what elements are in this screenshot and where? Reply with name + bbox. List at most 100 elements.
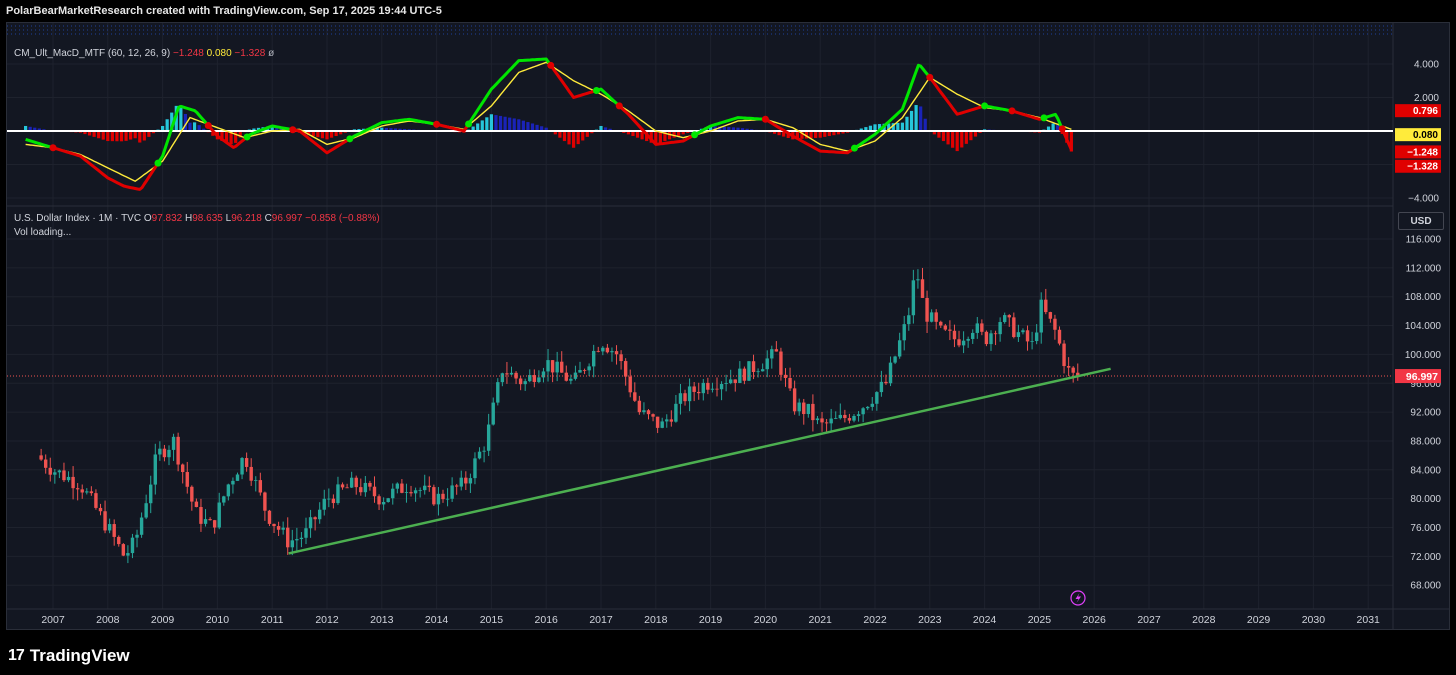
candle-body: [573, 372, 578, 379]
candle-body: [317, 509, 322, 520]
chart-pane[interactable]: 4.000 2.000 −4.000 0.796 0.080 −1.248 −1.328 11…: [6, 22, 1450, 630]
histogram-bar: [631, 131, 635, 137]
candle-body: [468, 478, 473, 484]
macd-value-badge: [1395, 104, 1441, 118]
candle-body: [966, 338, 970, 341]
histogram-bar: [361, 128, 366, 131]
candle-body: [48, 467, 52, 475]
candle-body: [377, 496, 381, 505]
histogram-bar: [494, 115, 498, 131]
currency-button[interactable]: USD: [1398, 212, 1444, 230]
histogram-bar: [275, 127, 279, 131]
indicator-settings-icon[interactable]: ø: [268, 48, 275, 59]
time-axis-tick: 2009: [151, 614, 175, 626]
indicator-value-signal: 0.080: [206, 48, 232, 59]
tradingview-logo[interactable]: 17 TradingView: [8, 646, 130, 666]
macd-lines: [25, 57, 1073, 191]
candle-body: [564, 372, 568, 381]
price-axis-tick: 96.000: [1410, 379, 1441, 390]
candle-body: [263, 492, 267, 511]
candle-body: [1048, 312, 1053, 319]
indicator-value-macd: −1.248: [172, 48, 204, 59]
histogram-bar: [503, 116, 507, 131]
candle-body: [747, 361, 751, 381]
candle-body: [121, 544, 126, 556]
candle-body: [336, 484, 340, 504]
time-axis-tick: 2008: [96, 614, 120, 626]
candle-body: [1057, 329, 1062, 344]
candle-body: [203, 519, 208, 524]
candle-body: [1076, 372, 1080, 376]
histogram-bar: [124, 131, 128, 141]
candle-body: [39, 455, 43, 460]
candle-body: [637, 400, 642, 413]
histogram-bar: [28, 126, 32, 131]
candle-body: [436, 493, 441, 505]
candle-body: [130, 537, 135, 554]
histogram-bar: [119, 131, 124, 142]
candle-body: [728, 379, 733, 384]
time-axis-tick: 2021: [809, 614, 833, 626]
time-axis-tick: 2023: [918, 614, 942, 626]
candle-body: [254, 480, 258, 481]
candle-body: [80, 489, 84, 493]
histogram-bar: [1056, 125, 1060, 131]
histogram-bar: [864, 127, 868, 131]
candle-body: [957, 339, 961, 346]
candle-body: [62, 470, 66, 481]
support-trendline[interactable]: [288, 367, 1111, 555]
histogram-bar: [567, 131, 571, 145]
histogram-bar: [727, 127, 731, 131]
candle-body: [199, 507, 203, 524]
histogram-bar: [681, 131, 685, 135]
candle-body: [331, 498, 336, 504]
candle-body: [167, 449, 171, 458]
macd-line-segment: [25, 137, 54, 150]
candle-body: [934, 312, 938, 322]
time-axis-tick: 2012: [315, 614, 339, 626]
histogram-bar: [896, 122, 900, 131]
histogram-bar: [1069, 131, 1073, 152]
candle-body: [217, 502, 221, 528]
candle-body: [345, 487, 349, 489]
candle-body: [660, 421, 664, 428]
histogram-bar: [393, 128, 398, 131]
histogram-bar: [658, 131, 662, 143]
histogram-bar: [138, 131, 142, 143]
candle-body: [450, 485, 454, 499]
chart-svg[interactable]: 4.0002.000−4.0000.7960.080−1.248−1.32811…: [7, 23, 1450, 630]
lightning-icon[interactable]: [1070, 590, 1086, 606]
attribution-text: PolarBearMarketResearch created with Tra…: [6, 5, 442, 17]
candle-body: [802, 402, 806, 415]
histogram-bar: [334, 131, 338, 137]
histogram-bar: [859, 128, 863, 131]
candle-body: [806, 403, 811, 415]
candle-body: [783, 374, 788, 378]
indicator-legend[interactable]: CM_Ult_MacD_MTF (60, 12, 26, 9) −1.248 0…: [14, 48, 274, 59]
histogram-bar: [814, 131, 818, 138]
histogram-bar: [471, 126, 475, 131]
candle-body: [267, 510, 272, 524]
histogram-bar: [955, 131, 959, 152]
histogram-bar: [476, 123, 480, 131]
time-axis-tick: 2019: [699, 614, 723, 626]
time-axis-tick: 2013: [370, 614, 394, 626]
candle-body: [327, 498, 331, 500]
histogram-bar: [914, 105, 918, 131]
candle-body: [459, 477, 463, 487]
candle-body: [1071, 367, 1075, 373]
histogram-bar: [389, 128, 393, 131]
candle-body: [532, 375, 537, 382]
histogram-bar: [804, 131, 809, 139]
candle-body: [149, 484, 153, 504]
candle-body: [180, 464, 185, 473]
high-value: 98.635: [192, 213, 223, 224]
time-axis-tick: 2029: [1247, 614, 1271, 626]
histogram-bar: [234, 131, 238, 143]
macd-value-badge-label: 0.080: [1413, 130, 1438, 141]
histogram-bar: [677, 131, 681, 137]
symbol-legend[interactable]: U.S. Dollar Index · 1M · TVC O97.832 H98…: [14, 213, 380, 224]
macd-line-segment: [549, 64, 597, 99]
time-axis-tick: 2027: [1137, 614, 1161, 626]
histogram-bar: [649, 131, 653, 143]
